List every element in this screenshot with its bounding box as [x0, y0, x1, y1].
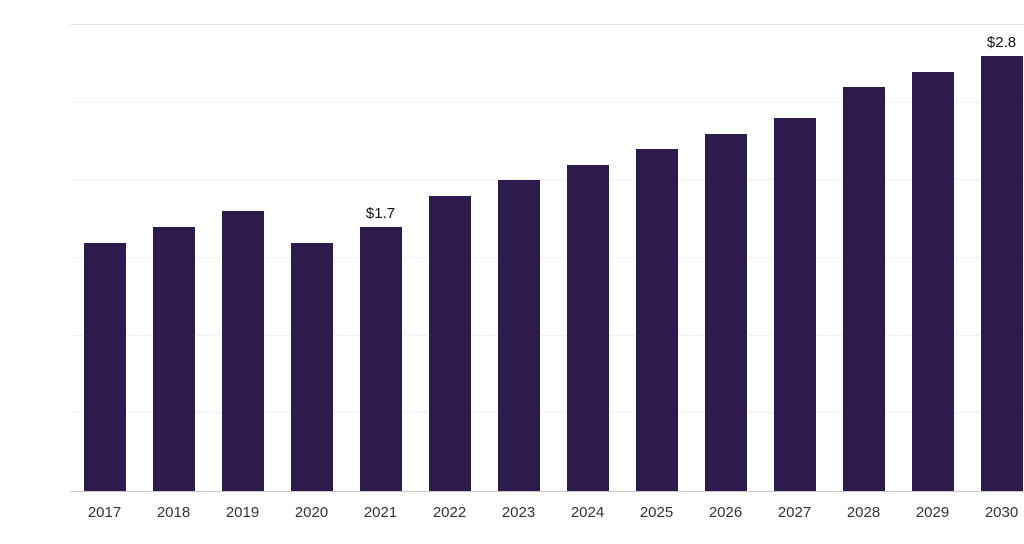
gridline — [70, 101, 1024, 103]
x-tick-label-2018: 2018 — [156, 504, 191, 521]
bar-2026 — [704, 133, 747, 491]
bar-2030 — [980, 56, 1023, 491]
x-tick-label-2017: 2017 — [87, 504, 122, 521]
x-tick-label-2019: 2019 — [225, 504, 260, 521]
bar-column-2023 — [484, 180, 553, 491]
plot-area: $1.7 $2.8 — [70, 24, 1024, 492]
bar-2022 — [428, 195, 471, 491]
x-tick-label-2022: 2022 — [432, 504, 467, 521]
x-tick-label-2021: 2021 — [363, 504, 398, 521]
x-tick-label-2025: 2025 — [639, 504, 674, 521]
bar-2021 — [359, 226, 402, 491]
x-tick-label-2027: 2027 — [777, 504, 812, 521]
bar-column-2024 — [553, 164, 622, 491]
x-tick-label-2026: 2026 — [708, 504, 743, 521]
bar-2028 — [842, 87, 885, 491]
gridline — [70, 179, 1024, 181]
bar-2025 — [635, 149, 678, 491]
x-tick-label-2030: 2030 — [984, 504, 1019, 521]
x-tick-label-2023: 2023 — [501, 504, 536, 521]
bar-2020 — [290, 242, 333, 491]
bar-2027 — [773, 118, 816, 491]
x-tick-label-2029: 2029 — [915, 504, 950, 521]
gridline — [70, 412, 1024, 414]
bar-2017 — [83, 242, 126, 491]
bar-2024 — [566, 164, 609, 491]
bar-column-2029 — [898, 71, 967, 491]
bar-column-2022 — [415, 195, 484, 491]
bar-series: $1.7 $2.8 — [70, 25, 1024, 491]
gridline — [70, 334, 1024, 336]
x-tick-label-2020: 2020 — [294, 504, 329, 521]
bar-2019 — [221, 211, 264, 491]
bar-column-2027 — [760, 118, 829, 491]
bar-2029 — [911, 71, 954, 491]
bar-value-label: $1.7 — [365, 204, 396, 222]
bar-column-2021: $1.7 — [346, 205, 415, 491]
bar-column-2017 — [70, 242, 139, 491]
bar-column-2026 — [691, 133, 760, 491]
bar-column-2018 — [139, 226, 208, 491]
gridline — [70, 257, 1024, 258]
x-axis: 2017 2018 2019 2020 2021 2022 2023 2024 2025 2026… — [70, 504, 1024, 521]
bar-value-label: $2.8 — [986, 34, 1017, 52]
x-tick-label-2024: 2024 — [570, 504, 605, 521]
bar-2023 — [497, 180, 540, 491]
bar-column-2030: $2.8 — [967, 34, 1024, 491]
bar-column-2025 — [622, 149, 691, 491]
bar-chart: $1.7 $2.8 2017 2018 2019 2020 2021 2022 2023 202… — [40, 16, 1024, 528]
x-tick-label-2028: 2028 — [846, 504, 881, 521]
bar-column-2020 — [277, 242, 346, 491]
bar-2018 — [152, 226, 195, 491]
bar-column-2019 — [208, 211, 277, 491]
gridlines — [70, 25, 1024, 491]
bar-column-2028 — [829, 87, 898, 491]
